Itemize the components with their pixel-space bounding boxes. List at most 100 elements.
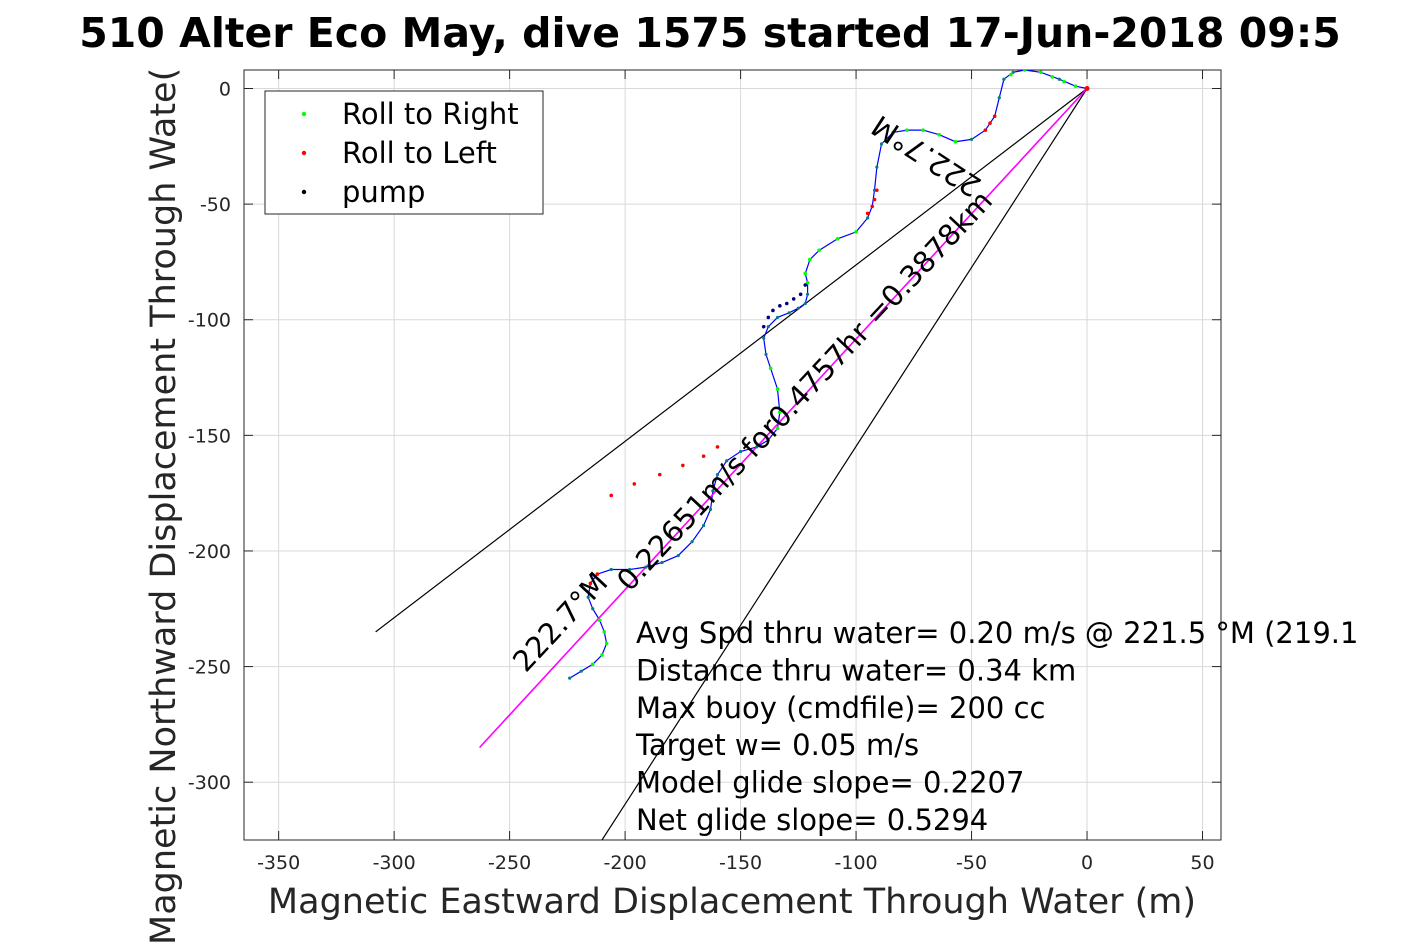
pump-point	[778, 304, 782, 308]
track-point	[702, 523, 706, 528]
roll-left-point	[870, 204, 875, 209]
track-point	[579, 669, 583, 673]
roll-right-point	[805, 280, 810, 285]
track-point	[875, 165, 879, 169]
track-point	[711, 489, 715, 493]
track-point	[609, 567, 613, 572]
pump-point	[803, 283, 808, 287]
y-tick-label: -300	[188, 772, 231, 794]
x-tick-label: -300	[373, 852, 416, 874]
track-point	[866, 216, 870, 220]
pump-point	[766, 315, 771, 320]
roll-right-point	[600, 653, 604, 657]
roll-right-point	[854, 230, 858, 234]
track-point	[708, 507, 713, 511]
track-point	[715, 473, 720, 477]
plot-layer	[375, 70, 1090, 840]
track-point	[762, 336, 766, 340]
roll-left-point	[988, 121, 992, 125]
track-point	[787, 311, 791, 315]
roll-right-point	[597, 618, 602, 623]
roll-right-point	[778, 410, 782, 415]
track-point	[755, 445, 759, 449]
track-point	[676, 553, 680, 558]
roll-right-point	[937, 132, 942, 137]
roll-right-point	[1039, 70, 1043, 75]
x-tick-label: -250	[488, 852, 531, 874]
roll-right-point	[921, 128, 925, 132]
roll-right-point	[1062, 79, 1066, 84]
pump-point	[798, 292, 803, 297]
roll-left-point	[632, 482, 637, 486]
reference-line	[601, 88, 1088, 840]
y-tick-label: -250	[188, 657, 231, 679]
y-tick-label: -150	[188, 425, 231, 447]
y-tick-label: 0	[219, 78, 231, 100]
roll-left-point	[681, 463, 685, 468]
origin-marker	[1084, 85, 1090, 91]
roll-right-point	[1009, 72, 1013, 77]
dive-stat-line: Max buoy (cmdfile)= 200 cc	[636, 691, 1045, 725]
roll-right-point	[1022, 70, 1027, 72]
pump-point	[791, 297, 796, 301]
roll-right-point	[775, 426, 780, 431]
track-point	[775, 315, 780, 320]
legend-box	[264, 90, 544, 215]
x-tick-label: 0	[1081, 852, 1093, 874]
legend: Roll to Right Roll to Left pump	[264, 90, 544, 215]
roll-right-point	[808, 257, 812, 262]
roll-right-point	[1073, 84, 1078, 88]
plot-area-frame	[243, 69, 1222, 841]
roll-left-point	[715, 445, 720, 449]
glider-track-line	[569, 70, 1088, 679]
roll-right-point	[604, 641, 609, 646]
roll-right-point	[768, 366, 773, 371]
x-tick-label: -150	[719, 852, 762, 874]
roll-right-point	[803, 271, 808, 276]
x-tick-label: 50	[1190, 852, 1214, 874]
x-axis-ticks: -350 -300 -250 -200 -150 -100 -50 0 50	[257, 70, 1215, 874]
track-point	[725, 459, 729, 463]
dive-stat-line: Target w= 0.05 m/s	[635, 728, 919, 762]
track-point	[796, 306, 800, 310]
roll-right-point	[1050, 75, 1055, 79]
roll-right-point	[590, 662, 595, 667]
y-axis-ticks: 0 -50 -100 -150 -200 -250 -300	[188, 78, 1221, 794]
legend-label: Roll to Right	[342, 97, 519, 131]
track-point	[997, 96, 1001, 100]
track-point	[1011, 70, 1015, 74]
y-tick-label: -100	[188, 310, 231, 332]
track-point	[586, 595, 590, 599]
track-point	[766, 438, 770, 442]
track-point	[568, 676, 572, 680]
x-axis-label: Magnetic Eastward Displacement Through W…	[268, 882, 1196, 922]
track-point	[738, 449, 743, 454]
track-point	[969, 137, 974, 141]
x-tick-label: -100	[835, 852, 878, 874]
direction-annotation: 222.7°M	[506, 565, 614, 678]
track-point	[879, 142, 884, 146]
roll-right-point	[817, 248, 821, 253]
track-point	[1002, 77, 1006, 81]
roll-left-point	[983, 128, 988, 132]
track-point	[660, 560, 664, 565]
direction-annotations: 222.7°M0.22651m/s for0.4757hr =0.3878km2…	[506, 108, 999, 678]
roll-right-point	[835, 236, 840, 241]
roll-left-point	[865, 211, 870, 216]
chart-title: 510 Alter Eco May, dive 1575 started 17-…	[79, 9, 1341, 57]
x-tick-label: -350	[257, 852, 300, 874]
y-tick-label: -50	[200, 194, 231, 216]
roll-right-point	[953, 139, 958, 144]
pump-point	[784, 301, 789, 306]
dive-stats-block: Avg Spd thru water= 0.20 m/s @ 221.5 °M …	[635, 616, 1358, 837]
track-point	[591, 607, 595, 611]
track-point	[803, 301, 807, 306]
roll-right-point	[905, 128, 909, 132]
y-axis-label: Magnetic Northward Displacement Through …	[144, 68, 184, 945]
track-point	[1057, 77, 1061, 81]
track-point	[766, 325, 770, 329]
net-displacement-line	[479, 87, 1088, 749]
pump-point	[771, 308, 775, 313]
track-point	[628, 567, 632, 572]
roll-right-point	[775, 387, 780, 391]
